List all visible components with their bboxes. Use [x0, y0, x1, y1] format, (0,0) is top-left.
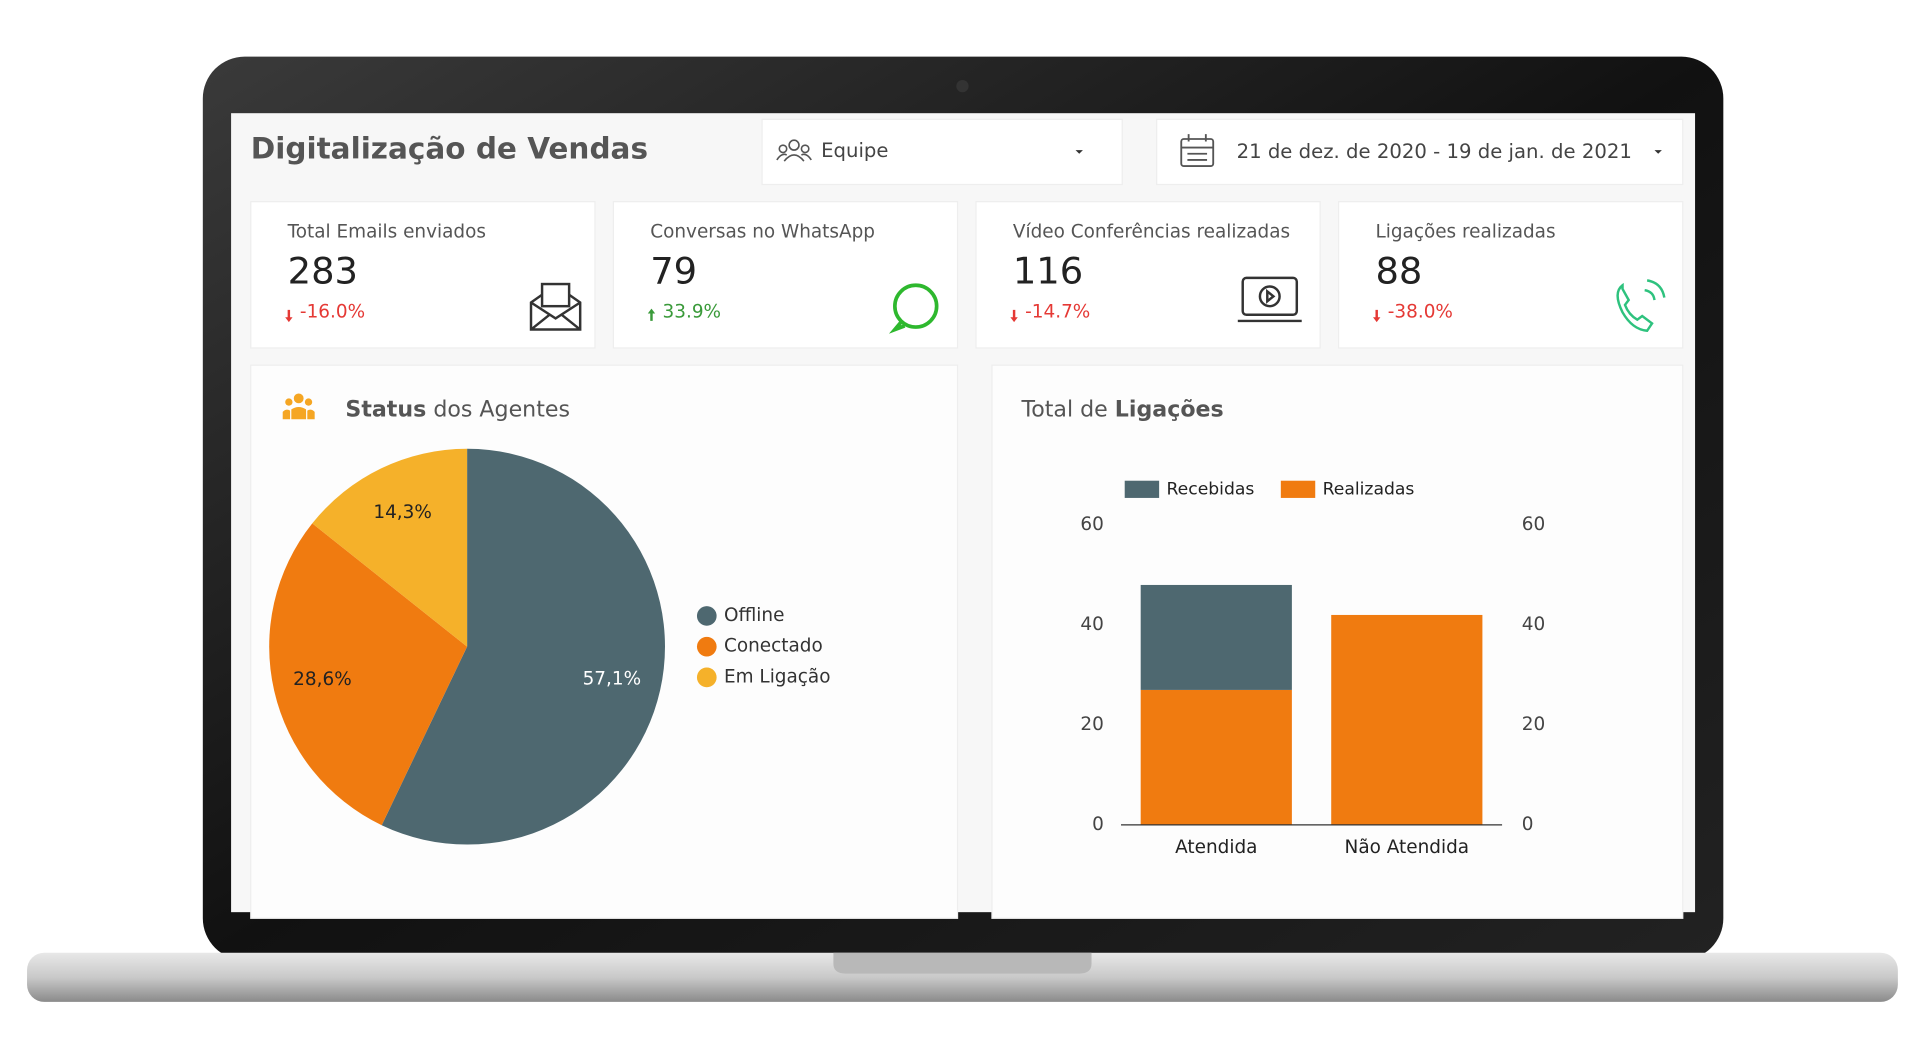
- y2-tick-label: 60: [1522, 514, 1545, 535]
- legend-swatch: [1280, 480, 1316, 498]
- pie-slice: [269, 523, 468, 826]
- caret: [1075, 150, 1083, 154]
- panel-title: Total de Ligações: [1020, 396, 1223, 422]
- y-tick-label: 0: [1092, 814, 1104, 835]
- kpi-card: [975, 201, 1321, 349]
- y-tick-label: 60: [1080, 514, 1103, 535]
- title-bold: Ligações: [1115, 396, 1224, 422]
- y2-tick-label: 40: [1522, 614, 1545, 635]
- y2-tick-label: 20: [1522, 714, 1545, 735]
- trend-arrow: [1010, 309, 1018, 323]
- legend-swatch: [696, 606, 717, 626]
- page-title: Digitalização de Vendas: [251, 132, 648, 166]
- pie-slice: [312, 448, 468, 647]
- bar-segment: [1140, 689, 1292, 825]
- caret: [1654, 150, 1662, 154]
- charts: 57,1% Offline 28,6% Conectado 14,3% Em Ligaçã…: [269, 448, 1545, 858]
- trend-arrow: [647, 308, 656, 321]
- legend-label: Realizadas: [1323, 479, 1415, 499]
- kpi-card: [1337, 201, 1684, 349]
- team-label: Equipe: [821, 139, 888, 162]
- kpi-change: -38.0%: [1388, 301, 1453, 322]
- video-icon: [1237, 276, 1302, 323]
- legend-label: Em Ligação: [724, 666, 831, 687]
- legend-swatch: [696, 636, 717, 657]
- title-rest: Total de: [1020, 396, 1107, 422]
- slice-label: 57,1%: [583, 668, 642, 689]
- slice-label: 14,3%: [373, 502, 432, 523]
- calendar-icon: [1180, 134, 1215, 167]
- y2-tick-label: 0: [1522, 814, 1534, 835]
- kpi-change: -14.7%: [1025, 301, 1090, 322]
- kpi-title: Ligações realizadas: [1375, 221, 1555, 242]
- x-tick-label: Não Atendida: [1345, 837, 1470, 858]
- team-icon: [282, 393, 315, 420]
- kpi-title: Conversas no WhatsApp: [650, 221, 875, 242]
- kpi-icons: [529, 276, 1666, 334]
- trend-arrow: [285, 309, 293, 323]
- legend-swatch: [1124, 480, 1160, 498]
- camera: [956, 80, 969, 93]
- date-dropdown[interactable]: [1156, 118, 1684, 186]
- kpi-value: 116: [1013, 249, 1083, 292]
- trend-arrow: [1373, 309, 1381, 323]
- bar-segment: [1331, 614, 1483, 825]
- team-icon: [776, 139, 812, 162]
- legend-label: Conectado: [724, 636, 823, 657]
- kpi-value: 79: [650, 249, 697, 292]
- y-tick-label: 40: [1080, 614, 1103, 635]
- legend-label: Recebidas: [1167, 479, 1255, 499]
- kpi-row: Total Emails enviados 283 -16.0% Conversas …: [250, 201, 1684, 349]
- title-rest: dos Agentes: [433, 396, 570, 422]
- slice-label: 28,6%: [293, 669, 352, 690]
- email-icon: [529, 282, 582, 331]
- kpi-value: 283: [288, 249, 358, 292]
- kpi-change: 33.9%: [663, 301, 722, 322]
- whatsapp-icon: [888, 283, 939, 334]
- kpi-change: -16.0%: [300, 301, 365, 322]
- kpi-value: 88: [1375, 249, 1422, 292]
- legend-swatch: [696, 667, 717, 688]
- laptop-base: [27, 952, 1898, 1002]
- y-tick-label: 20: [1080, 714, 1103, 735]
- x-tick-label: Atendida: [1175, 837, 1257, 858]
- kpi-title: Vídeo Conferências realizadas: [1013, 221, 1290, 242]
- date-label: 21 de dez. de 2020 - 19 de jan. de 2021: [1237, 140, 1632, 163]
- legend-label: Offline: [724, 605, 784, 626]
- phone-icon: [1616, 279, 1666, 333]
- team-dropdown[interactable]: [761, 118, 1123, 186]
- panel-title: Status dos Agentes: [345, 396, 570, 422]
- laptop-notch: [833, 952, 1092, 974]
- kpi-title: Total Emails enviados: [287, 221, 486, 242]
- pie-slice: [381, 448, 665, 845]
- bar-segment: [1140, 584, 1292, 690]
- title-bold: Status: [345, 396, 426, 422]
